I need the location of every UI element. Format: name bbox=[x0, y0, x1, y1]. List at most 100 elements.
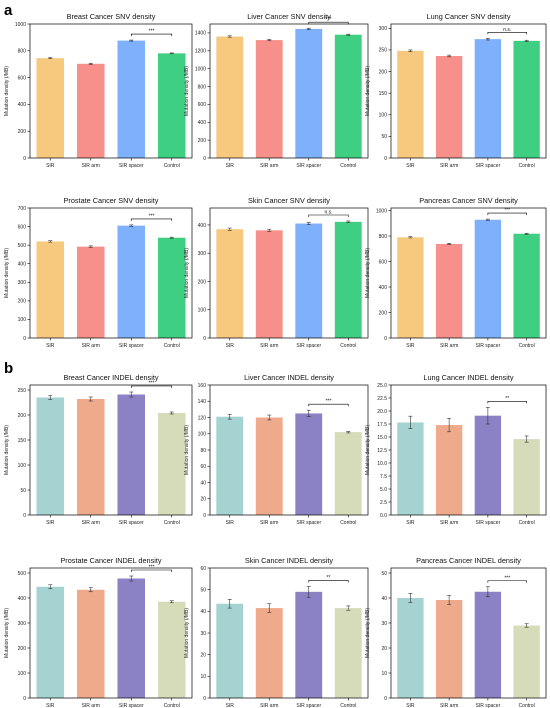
y-tick-label: 0 bbox=[23, 513, 26, 519]
y-tick-label: 40 bbox=[200, 609, 206, 615]
y-tick-label: 200 bbox=[198, 279, 207, 285]
y-tick-label: 200 bbox=[379, 310, 388, 316]
chart-title: Pancreas Cancer INDEL density bbox=[416, 556, 521, 565]
x-tick-label: SIR bbox=[46, 163, 55, 169]
error-bar bbox=[485, 407, 490, 425]
error-bar bbox=[306, 222, 311, 225]
bar-sir-arm bbox=[255, 608, 283, 698]
x-tick-label: Control bbox=[340, 343, 356, 349]
x-tick-label: SIR arm bbox=[440, 520, 458, 526]
x-tick-label: SIR spacer bbox=[296, 520, 321, 526]
bar-sir bbox=[216, 603, 244, 698]
x-tick-label: Control bbox=[164, 703, 180, 708]
x-tick-label: SIR spacer bbox=[296, 703, 321, 708]
y-axis-label: Mutation density (/MB) bbox=[4, 66, 10, 116]
bar-sir bbox=[36, 397, 65, 515]
y-tick-label: 0 bbox=[23, 156, 26, 162]
y-tick-label: 160 bbox=[198, 383, 207, 389]
x-tick-label: SIR spacer bbox=[476, 520, 501, 526]
bar-sir bbox=[36, 586, 65, 698]
x-tick-label: SIR bbox=[46, 703, 55, 708]
plot-frame bbox=[390, 567, 547, 699]
error-bar bbox=[129, 39, 134, 42]
y-tick-label: 200 bbox=[379, 69, 388, 75]
chart-5: Skin Cancer SNV density Mutation density … bbox=[184, 196, 369, 349]
significance-label: *** bbox=[149, 213, 155, 219]
significance-bracket bbox=[308, 214, 349, 217]
error-bar bbox=[524, 232, 529, 235]
bracket-line bbox=[487, 580, 527, 583]
x-tick-label: SIR arm bbox=[260, 520, 278, 526]
bar-sir-arm bbox=[255, 230, 283, 338]
bar-sir-arm bbox=[255, 417, 283, 515]
y-tick-label: 10 bbox=[200, 674, 206, 680]
x-tick-label: SIR arm bbox=[260, 703, 278, 708]
y-tick-label: 600 bbox=[379, 259, 388, 265]
y-tick-label: 100 bbox=[18, 317, 27, 323]
x-tick-label: Control bbox=[164, 343, 180, 349]
error-bar bbox=[227, 413, 232, 420]
y-tick-label: 0 bbox=[203, 696, 206, 702]
y-tick-label: 400 bbox=[18, 102, 27, 108]
bar-control bbox=[334, 432, 362, 515]
bracket-line bbox=[308, 214, 349, 217]
y-tick-label: 10.0 bbox=[377, 461, 387, 467]
x-tick-label: SIR arm bbox=[260, 343, 278, 349]
bar-control bbox=[334, 608, 362, 698]
y-tick-label: 400 bbox=[198, 120, 207, 126]
y-axis-label: Mutation density (/MB) bbox=[184, 248, 190, 298]
bar-sir bbox=[36, 241, 65, 338]
plot-frame bbox=[29, 23, 193, 159]
y-tick-label: 60 bbox=[200, 464, 206, 470]
chart-title: Skin Cancer INDEL density bbox=[245, 556, 333, 565]
bar-sir bbox=[397, 598, 424, 698]
bar-sir-arm bbox=[435, 425, 463, 515]
y-tick-label: 1000 bbox=[376, 208, 387, 214]
y-axis-label: Mutation density (/MB) bbox=[365, 66, 371, 116]
chart-10: Prostate Cancer INDEL density Mutation de… bbox=[4, 556, 193, 708]
x-tick-label: SIR arm bbox=[440, 703, 458, 708]
x-tick-label: SIR spacer bbox=[119, 163, 144, 169]
significance-bracket bbox=[308, 403, 349, 407]
bar-sir-spacer bbox=[295, 413, 323, 515]
panel-label-a: a bbox=[4, 2, 13, 19]
error-bar bbox=[524, 623, 529, 628]
y-tick-label: 0 bbox=[23, 696, 26, 702]
x-tick-label: SIR arm bbox=[440, 343, 458, 349]
significance-label: *** bbox=[149, 29, 155, 35]
error-bar bbox=[447, 417, 452, 433]
chart-title: Lung Cancer SNV density bbox=[427, 12, 511, 21]
error-bar bbox=[129, 224, 134, 227]
bar-sir-arm bbox=[435, 600, 463, 698]
error-bar bbox=[267, 414, 272, 421]
error-bar bbox=[447, 243, 452, 245]
error-bar bbox=[346, 605, 351, 611]
bracket-line bbox=[487, 31, 527, 35]
error-bar bbox=[88, 62, 93, 65]
bracket-line bbox=[130, 385, 173, 388]
bar-sir-spacer bbox=[474, 415, 502, 515]
y-tick-label: 22.5 bbox=[377, 396, 387, 402]
bracket-line bbox=[487, 401, 527, 404]
x-tick-label: SIR bbox=[406, 520, 415, 526]
y-tick-label: 200 bbox=[18, 129, 27, 135]
significance-bracket bbox=[130, 385, 173, 388]
bar-sir bbox=[397, 422, 424, 515]
x-tick-label: SIR arm bbox=[82, 163, 100, 169]
chart-title: Breast Cancer SNV density bbox=[67, 12, 156, 21]
bar-control bbox=[157, 601, 186, 698]
y-tick-label: 300 bbox=[18, 621, 27, 627]
y-axis-label: Mutation density (/MB) bbox=[365, 608, 371, 658]
chart-title: Lung Cancer INDEL density bbox=[423, 373, 514, 382]
x-tick-label: Control bbox=[519, 343, 535, 349]
y-tick-label: 100 bbox=[198, 432, 207, 438]
error-bar bbox=[169, 236, 174, 239]
y-tick-label: 20 bbox=[381, 646, 387, 652]
y-tick-label: 120 bbox=[198, 415, 207, 421]
y-tick-label: 1000 bbox=[15, 22, 26, 28]
error-bar bbox=[524, 39, 529, 42]
x-tick-label: SIR arm bbox=[82, 703, 100, 708]
error-bar bbox=[408, 236, 413, 239]
y-axis-label: Mutation density (/MB) bbox=[4, 608, 10, 658]
